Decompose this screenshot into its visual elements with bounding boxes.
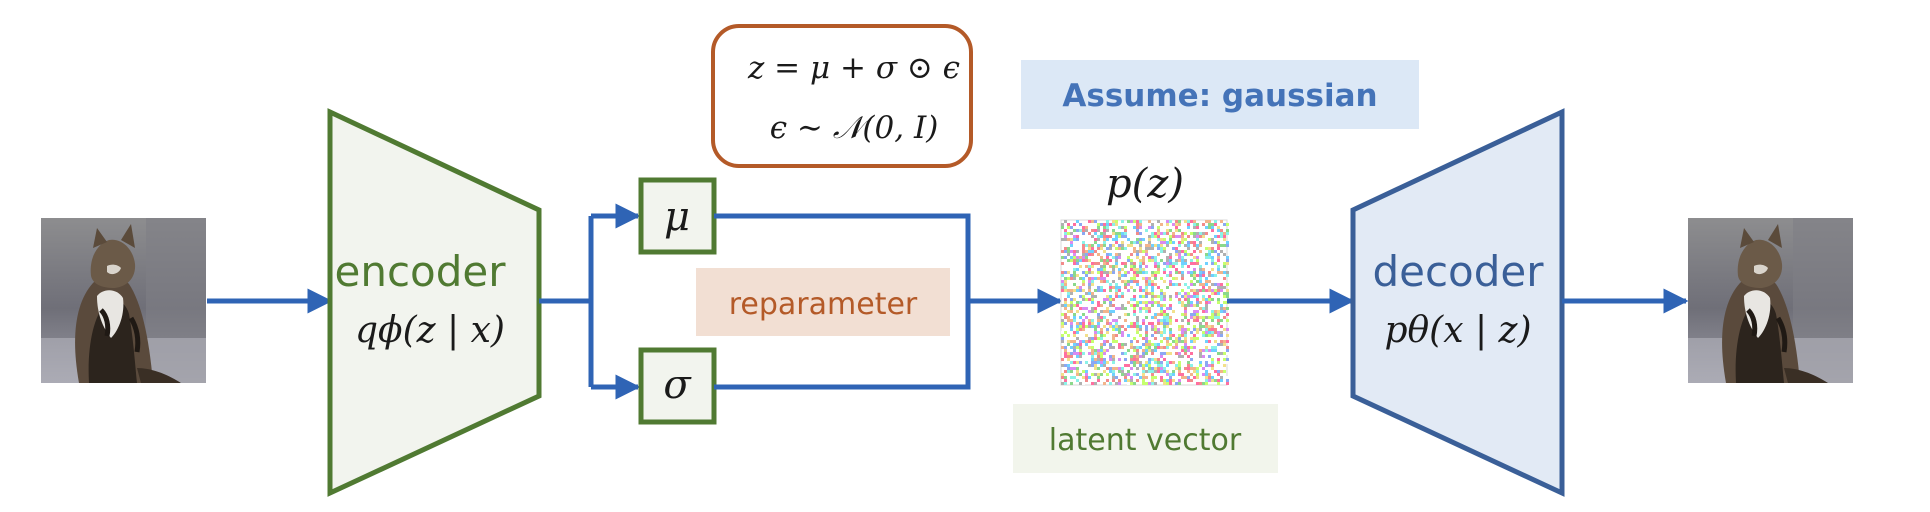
input-cat-image [41,218,206,383]
connector-sigma-to-merge [714,301,971,390]
reparameterization-equation-box: z = μ + σ ⊙ ϵ ϵ ∼ 𝒩(0, I) [711,24,973,168]
decoder-formula: pθ(x | z) [1384,310,1531,351]
output-cat-image [1688,218,1853,383]
sigma-box: σ [638,347,717,425]
assumption-label: Assume: gaussian [1062,78,1377,114]
reparameterization-equation: z = μ + σ ⊙ ϵ [747,50,960,86]
assumption-tag: Assume: gaussian [1021,60,1419,129]
mu-box: μ [638,177,717,255]
sigma-symbol: σ [663,362,692,408]
latent-vector-label: latent vector [1049,423,1242,458]
encoder-formula: qϕ(z | x) [355,310,505,351]
reparameter-tag: reparameter [696,268,950,336]
prior-label: p(z) [1106,161,1184,207]
mu-symbol: μ [664,194,690,240]
noise-image [1060,219,1229,386]
epsilon-distribution: ϵ ∼ 𝒩(0, I) [770,110,939,146]
encoder-block: encoder qϕ(z | x) [327,108,542,497]
decoder-block: decoder pθ(x | z) [1350,108,1565,497]
reparameter-label: reparameter [729,287,918,322]
encoder-label: encoder [334,247,506,296]
decoder-label: decoder [1372,247,1544,296]
latent-vector-tag: latent vector [1013,404,1278,473]
connector-mu-to-merge [714,213,971,301]
